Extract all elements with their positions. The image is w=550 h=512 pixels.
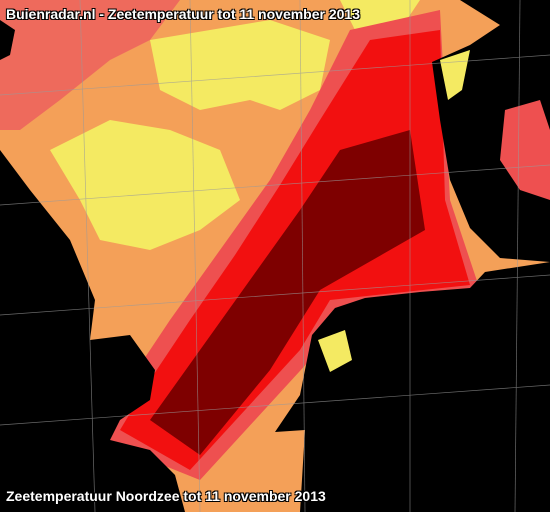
sea-yellow [150, 20, 330, 110]
sea-dark-red [150, 130, 425, 455]
coast-yellow [318, 330, 352, 372]
map-caption: Zeetemperatuur Noordzee tot 11 november … [6, 488, 326, 504]
land [0, 20, 15, 60]
sea-salmon [500, 100, 550, 200]
sea-salmon [0, 0, 180, 130]
map-title: Buienradar.nl - Zeetemperatuur tot 11 no… [6, 6, 361, 22]
sea-yellow [50, 120, 240, 250]
land-continent [275, 262, 550, 512]
